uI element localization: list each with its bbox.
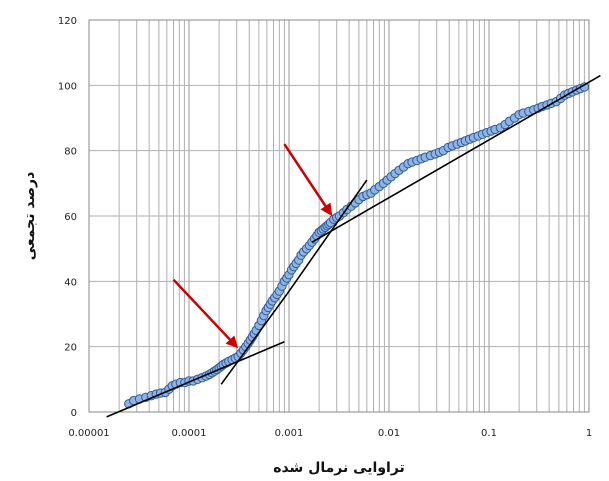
arrow-shaft [172,278,231,341]
trend-line [106,341,285,418]
arrow-head [225,335,239,349]
x-tick-label: 0.00001 [68,428,109,439]
x-tick-label: 0.01 [378,428,400,439]
y-tick-label: 120 [58,16,77,27]
trend-lines [106,74,601,418]
x-axis-title: تراوایی نرمال شده [273,460,405,476]
y-tick-label: 20 [64,343,77,354]
plot-frame [88,19,590,413]
x-tick-labels: 0.00001 0.0001 0.001 0.01 0.1 1 [68,428,592,439]
grid [89,20,589,412]
y-tick-label: 60 [64,212,77,223]
data-points [124,82,590,409]
x-tick-label: 0.0001 [172,428,207,439]
y-tick-label: 80 [64,147,77,158]
y-tick-label: 0 [71,408,77,419]
y-tick-label: 100 [58,81,77,92]
x-tick-label: 0.1 [481,428,497,439]
y-tick-label: 40 [64,277,77,288]
trend-line [220,293,288,385]
y-axis-title: درصد تجمعی [22,172,38,261]
arrow-shaft [283,143,327,207]
x-tick-label: 0.001 [275,428,304,439]
arrow-head [320,202,333,216]
annotation-arrows [172,143,333,349]
y-tick-labels: 0 20 40 60 80 100 120 [58,16,77,419]
x-tick-label: 1 [586,428,592,439]
trend-line [286,179,368,295]
trend-line [311,74,601,243]
